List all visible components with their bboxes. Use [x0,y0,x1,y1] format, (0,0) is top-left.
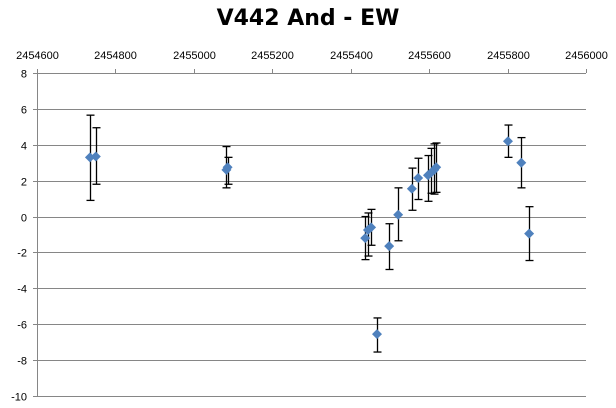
diamond-marker [222,162,233,173]
y-tick-label: 4 [21,141,27,153]
y-tick-label: 0 [21,213,27,225]
y-tick-label: 8 [21,69,27,81]
x-tick-label: 2454600 [16,50,59,62]
diamond-marker [371,329,382,340]
y-tick-label: -8 [17,356,27,368]
diamond-marker [406,183,417,194]
y-tick-label: 6 [21,105,27,117]
x-tick-label: 2455200 [251,50,294,62]
y-tick-label: -4 [17,284,27,296]
axes [33,69,587,397]
diamond-marker [524,228,535,239]
diamond-marker [431,162,442,173]
diamond-marker [502,136,513,147]
x-tick-label: 2454800 [94,50,137,62]
x-axis-tick-labels: 2454600 2454800 2455000 2455200 2455400 24556… [16,50,608,62]
y-tick-label: -6 [17,320,27,332]
y-tick-label: 2 [21,177,27,189]
error-bars [86,114,534,353]
chart-title: V442 And - EW [216,6,400,31]
y-axis-tick-labels: 8 6 4 2 0 -2 -4 -6 -8 -10 [11,69,27,404]
gridlines [37,73,586,397]
x-tick-label: 2455600 [408,50,451,62]
diamond-marker [360,233,371,244]
diamond-marker [516,157,527,168]
y-tick-label: -10 [11,392,27,404]
diamond-marker [413,172,424,183]
x-tick-label: 2455400 [330,50,373,62]
x-tick-label: 2455000 [173,50,216,62]
y-tick-label: -2 [17,248,27,260]
data-points [84,136,535,340]
diamond-marker [90,151,101,162]
x-tick-label: 2455800 [487,50,530,62]
x-tick-label: 2456000 [565,50,608,62]
diamond-marker [384,241,395,252]
diamond-marker [366,222,377,233]
diamond-marker [393,209,404,220]
